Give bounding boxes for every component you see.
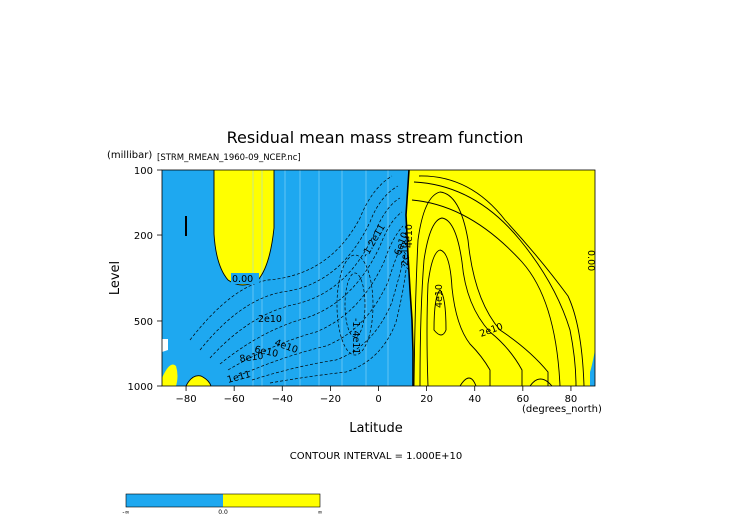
x-tick-label: 60 xyxy=(516,394,529,405)
y-units-label: (millibar) xyxy=(107,150,152,161)
y-tick-label: 500 xyxy=(134,317,153,328)
y-tick-label: 100 xyxy=(134,166,153,177)
colorbar-label-min: -∞ xyxy=(122,509,129,516)
positive-region-sh-surface-2 xyxy=(162,364,178,386)
missing-data-region xyxy=(162,339,168,352)
contour-label-4: 6e10 xyxy=(253,344,279,360)
plot-area: 0.00 2e10 4e10 6e10 8e10 1e11 -1.4e11 -1… xyxy=(162,170,596,386)
x-tick-label: −60 xyxy=(224,394,245,405)
contour-label-11: 0.00 xyxy=(585,250,596,271)
y-axis-label: Level xyxy=(108,261,123,295)
y-axis: 100 200 500 1000 xyxy=(128,166,162,393)
x-units-label: (degrees_north) xyxy=(522,404,602,415)
positive-contours xyxy=(185,170,585,386)
chart-subtitle: [STRM_RMEAN_1960-09_NCEP.nc] xyxy=(157,153,301,163)
x-tick-label: 20 xyxy=(420,394,433,405)
contour-label-2: 2e10 xyxy=(258,314,282,325)
x-axis-label: Latitude xyxy=(349,421,403,436)
streaks xyxy=(252,170,389,386)
x-tick-label: 0 xyxy=(375,394,381,405)
chart-title: Residual mean mass stream function xyxy=(227,128,524,147)
contour-label-12: 2e10 xyxy=(400,242,411,266)
contour-label-13: 4e10 xyxy=(434,284,445,308)
x-tick-label: −20 xyxy=(320,394,341,405)
contour-label-1: 0.00 xyxy=(232,274,253,285)
y-tick-label: 200 xyxy=(134,231,153,242)
colorbar-positive xyxy=(223,494,320,507)
x-axis: −80 −60 −40 −20 0 20 40 60 80 xyxy=(176,386,578,405)
x-tick-label: −80 xyxy=(176,394,197,405)
contour-interval-text: CONTOUR INTERVAL = 1.000E+10 xyxy=(290,451,462,462)
colorbar: -∞ 0.0 ∞ xyxy=(122,493,323,516)
x-tick-label: 80 xyxy=(565,394,578,405)
contour-label-9: 4e10 xyxy=(404,224,415,248)
contour-label-7: -1.4e11 xyxy=(350,318,361,354)
contour-label-5: 8e10 xyxy=(239,351,264,365)
positive-region-nh xyxy=(406,170,595,386)
positive-region-sh-upper xyxy=(214,170,274,285)
x-tick-label: −40 xyxy=(272,394,293,405)
colorbar-label-mid: 0.0 xyxy=(218,509,228,516)
colorbar-negative xyxy=(126,494,223,507)
x-tick-label: 40 xyxy=(468,394,481,405)
colorbar-label-max: ∞ xyxy=(318,509,323,516)
y-tick-label: 1000 xyxy=(128,382,153,393)
